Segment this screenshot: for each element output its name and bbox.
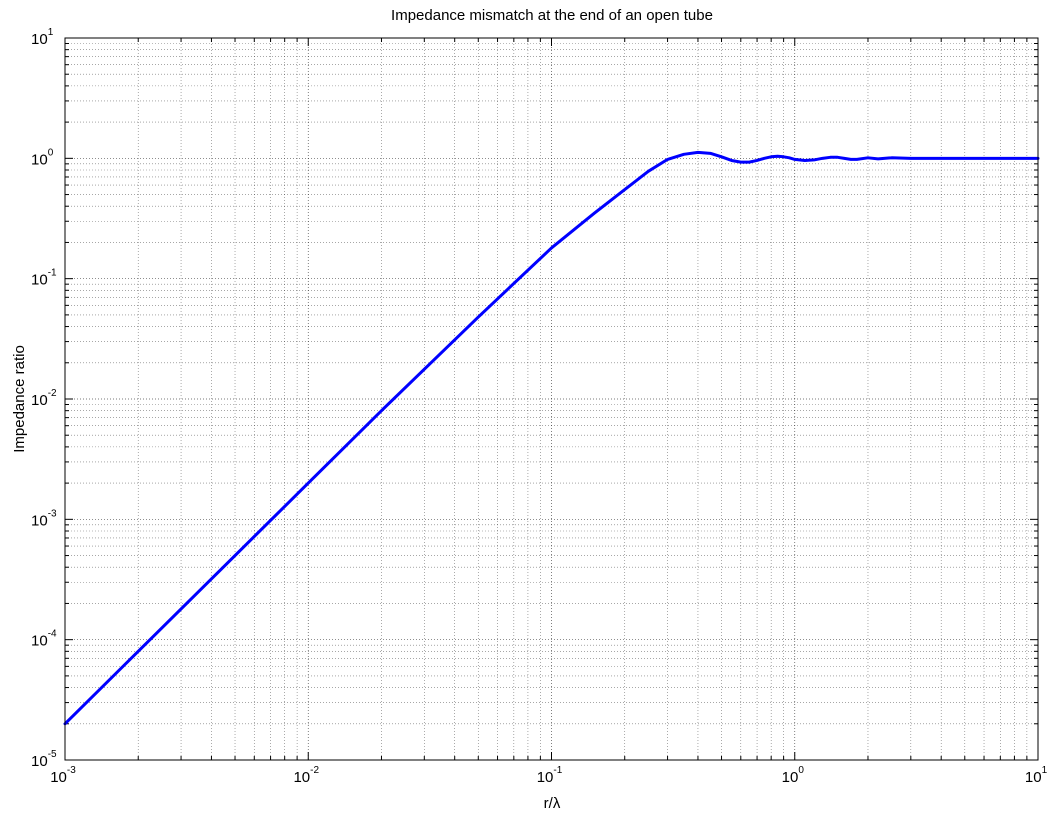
x-axis-label: r/λ [544, 795, 561, 812]
data-series [63, 150, 1040, 726]
y-tick-label-exponent: 0 [48, 147, 54, 158]
y-tick-label-exponent: -4 [48, 629, 57, 640]
y-tick-label: 10-1 [31, 268, 57, 289]
x-tick-label-base: 10 [1025, 769, 1042, 786]
y-tick-label: 10-3 [31, 508, 57, 529]
y-tick-label-exponent: -2 [48, 388, 57, 399]
x-tick-label-exponent: 1 [1042, 765, 1048, 776]
x-tick-label: 10-2 [293, 765, 319, 786]
x-tick-label: 10-3 [50, 765, 76, 786]
chart-title: Impedance mismatch at the end of an open… [391, 7, 713, 24]
y-tick-label: 10-5 [31, 749, 57, 770]
y-tick-label: 101 [31, 27, 54, 48]
x-tick-label-exponent: -3 [67, 765, 76, 776]
y-tick-label: 100 [31, 147, 54, 168]
y-tick-label-base: 10 [31, 31, 48, 48]
y-tick-label-base: 10 [31, 512, 48, 529]
x-tick-label: 101 [1025, 765, 1048, 786]
x-tick-label: 10-1 [537, 765, 563, 786]
grid-lines [65, 38, 1038, 760]
y-tick-label: 10-2 [31, 388, 57, 409]
y-tick-label-exponent: -5 [48, 749, 57, 760]
x-tick-label: 100 [782, 765, 805, 786]
y-tick-label-exponent: -1 [48, 268, 57, 279]
x-tick-label-base: 10 [782, 769, 799, 786]
y-tick-label-exponent: 1 [48, 27, 54, 38]
y-tick-label-base: 10 [31, 272, 48, 289]
y-tick-label: 10-4 [31, 629, 57, 650]
tick-labels: 10-3 10-2 10-1 100 10110-510-410-310-210-110… [31, 27, 1048, 786]
x-tick-label-base: 10 [293, 769, 310, 786]
y-tick-label-exponent: -3 [48, 508, 57, 519]
x-tick-label-exponent: 0 [798, 765, 804, 776]
x-tick-label-exponent: -2 [310, 765, 319, 776]
y-tick-label-base: 10 [31, 633, 48, 650]
y-tick-label-base: 10 [31, 753, 48, 770]
y-tick-label-base: 10 [31, 151, 48, 168]
x-tick-label-exponent: -1 [553, 765, 562, 776]
plot-frame [64, 37, 1039, 761]
x-tick-label-base: 10 [50, 769, 67, 786]
x-tick-label-base: 10 [537, 769, 554, 786]
y-axis-label: Impedance ratio [11, 345, 28, 453]
series-line [63, 150, 1040, 726]
y-tick-label-base: 10 [31, 392, 48, 409]
